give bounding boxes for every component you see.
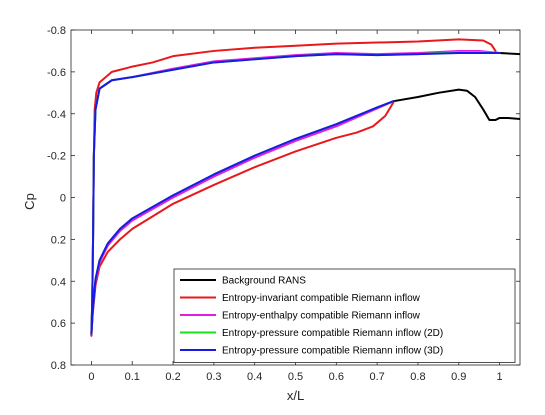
x-tick-label: 0.9	[451, 371, 466, 383]
series-line-9	[90, 100, 395, 335]
y-tick-label: 0.6	[51, 318, 66, 330]
series-line-8	[90, 52, 501, 335]
axis-ticks: 0 0.1 0.2 0.3 0.4 0.5 0.6 0.7 0.8 0.9 1 -0.8 -0.6 -0.…	[47, 25, 520, 383]
series-line-0	[392, 88, 520, 122]
x-tick-label: 0.4	[247, 371, 262, 383]
y-tick-label: -0.8	[47, 25, 66, 37]
y-axis-label: Cp	[22, 193, 37, 210]
x-tick-label: 0.1	[125, 371, 140, 383]
y-tick-label: 0.8	[51, 360, 66, 372]
x-axis-label: x/L	[287, 388, 304, 403]
legend: Background RANS Entropy-invariant compati…	[173, 268, 516, 363]
legend-label: Entropy-enthalpy compatible Riemann infl…	[222, 311, 421, 322]
x-tick-label: 0.5	[288, 371, 303, 383]
x-tick-label: 0.8	[410, 371, 425, 383]
legend-label: Entropy-pressure compatible Riemann infl…	[222, 328, 443, 339]
legend-box	[173, 268, 516, 363]
y-tick-label: 0.4	[51, 276, 66, 288]
x-tick-label: 1	[497, 371, 503, 383]
x-tick-label: 0.6	[329, 371, 344, 383]
legend-label: Entropy-pressure compatible Riemann infl…	[222, 346, 443, 357]
x-tick-label: 0	[88, 371, 94, 383]
x-tick-label: 0.2	[165, 371, 180, 383]
y-tick-label: -0.6	[47, 67, 66, 79]
x-tick-label: 0.7	[369, 371, 384, 383]
series-lines	[90, 38, 520, 337]
y-tick-label: -0.4	[47, 109, 66, 121]
x-tick-label: 0.3	[206, 371, 221, 383]
y-tick-label: 0	[60, 193, 66, 205]
legend-label: Entropy-invariant compatible Riemann inf…	[222, 293, 421, 304]
y-tick-label: 0.2	[51, 234, 66, 246]
y-tick-label: -0.2	[47, 151, 66, 163]
legend-label: Background RANS	[222, 276, 306, 287]
